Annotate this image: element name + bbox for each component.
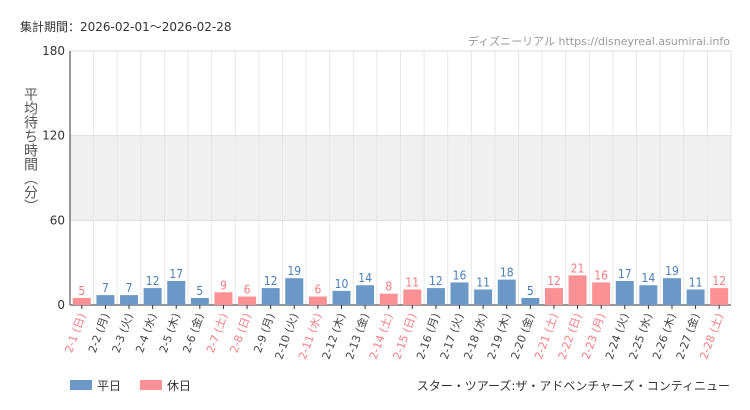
x-tick-label: 2-4 (水) bbox=[133, 312, 159, 355]
data-label: 19 bbox=[665, 264, 679, 278]
x-tick-label: 2-3 (火) bbox=[110, 312, 136, 355]
data-label: 7 bbox=[126, 281, 133, 295]
data-label: 21 bbox=[571, 261, 585, 275]
data-label: 5 bbox=[78, 284, 85, 298]
data-label: 5 bbox=[527, 284, 534, 298]
data-label: 19 bbox=[287, 264, 301, 278]
data-label: 8 bbox=[385, 280, 392, 294]
bar bbox=[72, 297, 91, 305]
x-tick-label: 2-9 (月) bbox=[251, 312, 277, 355]
data-label: 12 bbox=[547, 274, 561, 288]
x-tick-label: 2-8 (日) bbox=[228, 312, 254, 355]
bar bbox=[521, 297, 540, 305]
bar bbox=[96, 295, 115, 305]
bar bbox=[120, 295, 139, 305]
bar bbox=[285, 278, 304, 305]
bar bbox=[474, 289, 493, 305]
bar bbox=[308, 296, 327, 305]
bar bbox=[214, 292, 233, 305]
site-credit: ディズニーリアル https://disneyreal.asumirai.inf… bbox=[467, 35, 730, 48]
x-tick-label: 2-28 (土) bbox=[697, 312, 726, 362]
data-label: 7 bbox=[102, 281, 109, 295]
y-tick-label: 120 bbox=[42, 129, 65, 143]
legend-swatch bbox=[70, 380, 92, 390]
bar bbox=[544, 288, 563, 305]
data-label: 16 bbox=[453, 268, 467, 282]
bar bbox=[450, 282, 469, 305]
y-tick-label: 60 bbox=[50, 213, 65, 227]
bar bbox=[426, 288, 445, 305]
data-label: 12 bbox=[429, 274, 443, 288]
x-tick-label: 2-1 (日) bbox=[62, 312, 88, 355]
y-axis-label: 平均待ち時間（分） bbox=[22, 87, 38, 213]
bar bbox=[686, 289, 705, 305]
y-tick-label: 180 bbox=[42, 44, 65, 58]
data-label: 6 bbox=[244, 283, 251, 297]
bar bbox=[403, 289, 422, 305]
data-label: 6 bbox=[314, 283, 321, 297]
data-label: 9 bbox=[220, 278, 227, 292]
legend-label: 平日 bbox=[97, 379, 121, 393]
y-tick-label: 0 bbox=[57, 298, 65, 312]
bar bbox=[190, 297, 209, 305]
bar bbox=[568, 275, 587, 305]
bar bbox=[379, 293, 398, 305]
data-label: 14 bbox=[358, 271, 372, 285]
bar bbox=[143, 288, 162, 305]
data-label: 10 bbox=[335, 277, 349, 291]
data-label: 12 bbox=[712, 274, 726, 288]
legend-swatch bbox=[140, 380, 162, 390]
bar bbox=[261, 288, 280, 305]
data-label: 18 bbox=[500, 266, 514, 280]
bar bbox=[167, 281, 186, 305]
bar bbox=[332, 290, 351, 305]
x-tick-label: 2-7 (土) bbox=[204, 312, 230, 355]
legend-label: 休日 bbox=[167, 379, 191, 393]
bar bbox=[710, 288, 729, 305]
bar bbox=[639, 285, 658, 305]
bar bbox=[356, 285, 375, 305]
data-label: 14 bbox=[642, 271, 656, 285]
data-label: 16 bbox=[594, 268, 608, 282]
data-label: 12 bbox=[146, 274, 160, 288]
data-label: 17 bbox=[618, 267, 632, 281]
period-label: 集計期間：2026-02-01～2026-02-28 bbox=[20, 20, 232, 34]
bar bbox=[497, 279, 516, 305]
bar bbox=[615, 281, 634, 305]
data-label: 11 bbox=[689, 275, 703, 289]
data-label: 11 bbox=[476, 275, 490, 289]
x-tick-label: 2-6 (金) bbox=[179, 311, 206, 354]
attraction-name: スター・ツアーズ:ザ・アドベンチャーズ・コンティニュー bbox=[416, 379, 730, 393]
x-tick-label: 2-5 (木) bbox=[157, 312, 183, 355]
data-label: 17 bbox=[169, 267, 183, 281]
data-label: 12 bbox=[264, 274, 278, 288]
data-label: 5 bbox=[196, 284, 203, 298]
bar bbox=[238, 296, 257, 305]
bar bbox=[662, 278, 681, 305]
data-label: 11 bbox=[405, 275, 419, 289]
bar bbox=[592, 282, 611, 305]
x-tick-label: 2-2 (月) bbox=[86, 312, 112, 355]
